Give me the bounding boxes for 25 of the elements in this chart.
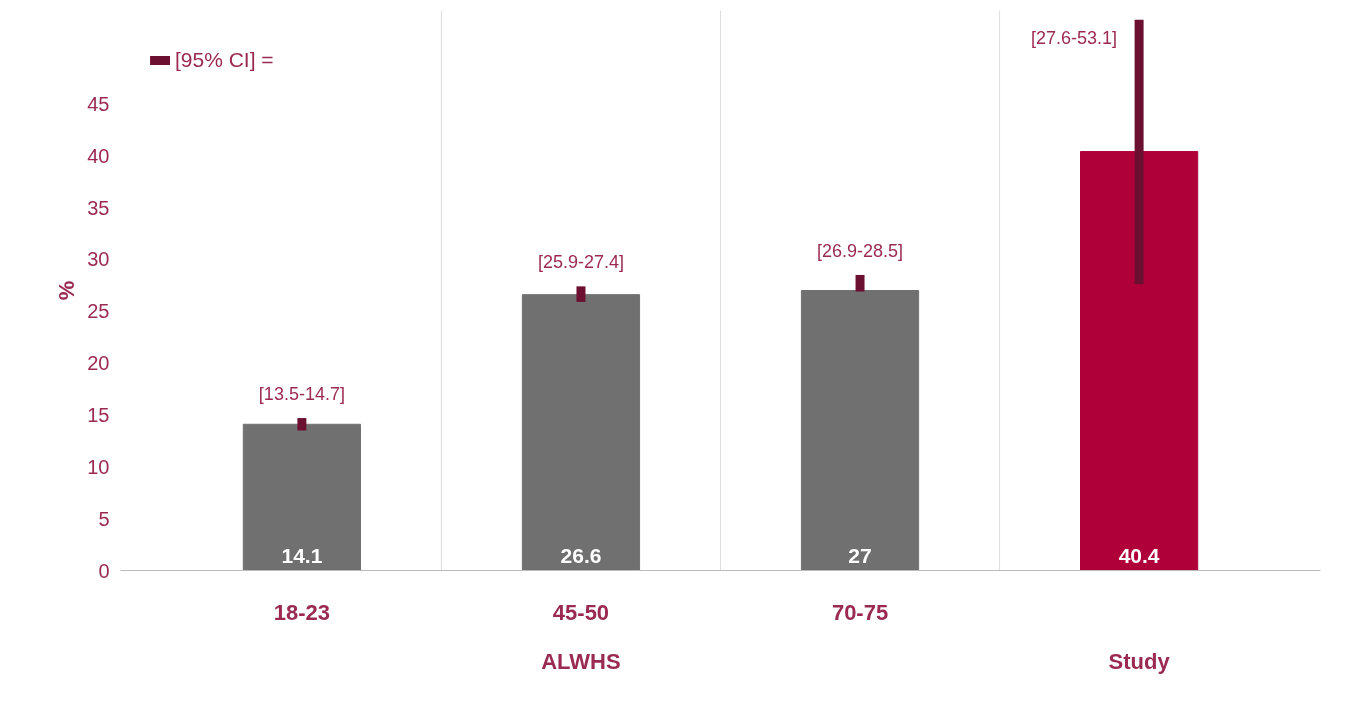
data-label: 27 bbox=[848, 543, 872, 567]
y-tick-label: 5 bbox=[98, 507, 110, 530]
y-tick-label: 25 bbox=[87, 300, 110, 323]
y-tick-label: 20 bbox=[87, 352, 110, 375]
y-tick-label: 15 bbox=[87, 403, 110, 426]
x-tick-label: 18-23 bbox=[273, 599, 331, 625]
annotation: [27.6-53.1] bbox=[1031, 27, 1118, 48]
annotation: [95% CI] = bbox=[175, 48, 274, 72]
y-axis-title: % bbox=[54, 280, 80, 301]
data-label: 40.4 bbox=[1118, 543, 1160, 567]
annotation: [13.5-14.7] bbox=[258, 384, 345, 405]
y-tick-label: 10 bbox=[87, 455, 110, 478]
x-tick-label: 70-75 bbox=[831, 599, 889, 625]
y-tick-label: 30 bbox=[87, 248, 110, 271]
data-label: 26.6 bbox=[560, 543, 602, 567]
annotation: [25.9-27.4] bbox=[537, 252, 624, 273]
annotation: [26.9-28.5] bbox=[817, 240, 904, 261]
x-tick-label: 45-50 bbox=[552, 599, 610, 625]
text: Study bbox=[1108, 648, 1171, 674]
y-tick-label: 35 bbox=[87, 196, 110, 219]
text: ALWHS bbox=[541, 648, 621, 674]
data-label: 14.1 bbox=[281, 543, 323, 567]
y-tick-label: 0 bbox=[98, 559, 110, 582]
y-tick-label: 45 bbox=[87, 92, 110, 115]
y-tick-label: 40 bbox=[87, 144, 110, 167]
